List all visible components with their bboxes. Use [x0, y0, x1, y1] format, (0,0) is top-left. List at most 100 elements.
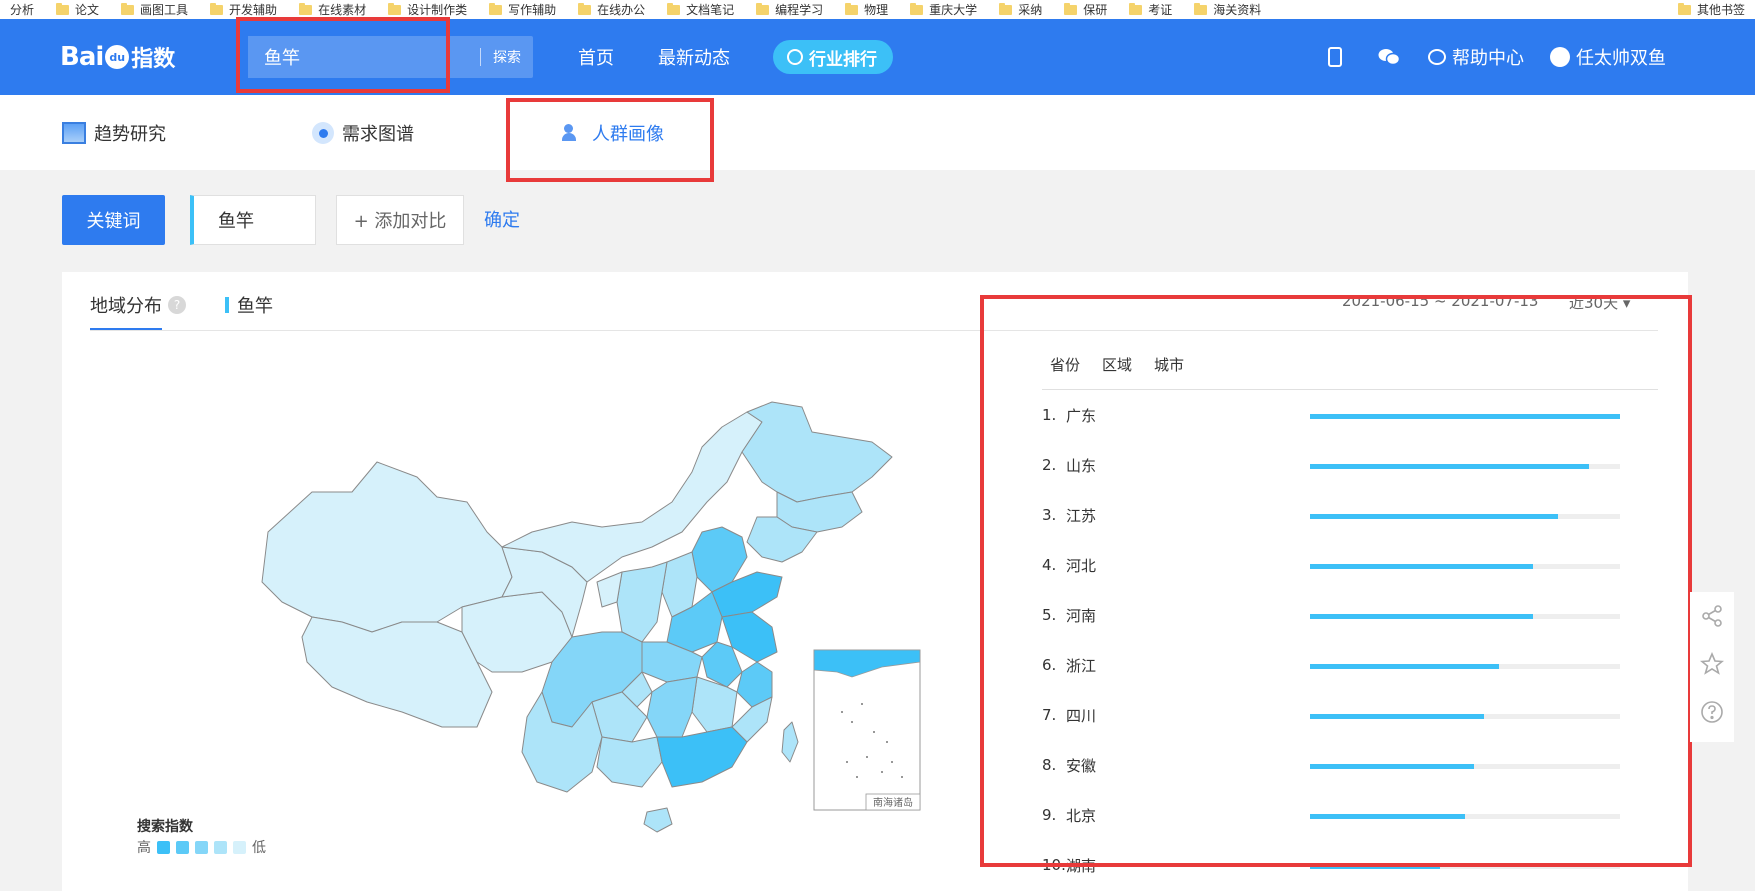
- tab-crowd-portrait[interactable]: 人群画像: [562, 117, 664, 149]
- keyword-label-button[interactable]: 关键词: [62, 195, 165, 245]
- bookmark-item[interactable]: 在线素材: [289, 0, 378, 19]
- ranking-row[interactable]: 1. 广东: [1042, 390, 1642, 440]
- folder-icon: [388, 2, 402, 15]
- ranking-row[interactable]: 2. 山东: [1042, 440, 1642, 490]
- rank-number: 5.: [1042, 606, 1057, 624]
- province-name: 广东: [1066, 406, 1097, 425]
- highlight-crowd-tab: [506, 98, 714, 182]
- search-button[interactable]: 探索: [493, 50, 521, 66]
- rank-bar-track: [1310, 814, 1620, 819]
- ranking-row[interactable]: 8. 安徽: [1042, 740, 1642, 790]
- rank-bar-track: [1310, 714, 1620, 719]
- keyword-chip[interactable]: 鱼竿: [190, 195, 316, 245]
- rank-number: 4.: [1042, 556, 1057, 574]
- tab-trend-label: 趋势研究: [94, 124, 166, 145]
- active-tab-underline: [90, 328, 162, 330]
- rank-bar-fill: [1310, 614, 1534, 619]
- bookmark-item[interactable]: 文档笔记: [657, 0, 746, 19]
- province-name: 安徽: [1066, 756, 1097, 775]
- rank-bar-track: [1310, 464, 1620, 469]
- bookmark-label: 物理: [864, 3, 889, 17]
- highlight-search: [236, 17, 450, 93]
- province-name: 四川: [1066, 706, 1097, 725]
- baidu-index-logo[interactable]: Bai du 指数: [60, 35, 190, 79]
- region-hunan: [646, 676, 698, 738]
- ranking-row[interactable]: 6. 浙江: [1042, 640, 1642, 690]
- rank-bar-fill: [1310, 814, 1465, 819]
- south-sea-inset: [813, 649, 921, 811]
- bookmark-item[interactable]: 开发辅助: [200, 0, 289, 19]
- legend-high-label: 高: [137, 840, 151, 856]
- share-icon[interactable]: [1690, 592, 1734, 640]
- star-icon[interactable]: [1690, 640, 1734, 688]
- legend-swatch-3: [195, 840, 208, 854]
- search-input[interactable]: [248, 36, 480, 78]
- legend-swatch-4: [214, 840, 227, 854]
- bookmark-item[interactable]: 海关资料: [1184, 0, 1273, 19]
- folder-icon: [756, 2, 770, 15]
- region-guangxi: [596, 736, 663, 788]
- help-question-icon[interactable]: ?: [168, 296, 186, 314]
- bookmark-item[interactable]: 物理: [835, 0, 900, 19]
- confirm-button[interactable]: 确定: [484, 210, 520, 231]
- inset-label: 南海诸岛: [873, 796, 913, 809]
- folder-icon: [1064, 2, 1078, 15]
- bookmark-item[interactable]: 在线办公: [568, 0, 657, 19]
- nav-industry-rank[interactable]: 行业排行: [773, 40, 893, 74]
- rank-bar-track: [1310, 764, 1620, 769]
- ranking-row[interactable]: 3. 江苏: [1042, 490, 1642, 540]
- bookmark-item[interactable]: 编程学习: [746, 0, 835, 19]
- bookmark-item[interactable]: 画图工具: [111, 0, 200, 19]
- tab-trend-research[interactable]: 趋势研究: [62, 117, 166, 149]
- tab-city[interactable]: 城市: [1154, 356, 1185, 374]
- province-name: 河北: [1066, 556, 1097, 575]
- legend-low-label: 低: [252, 840, 266, 856]
- bookmark-item[interactable]: 分析: [0, 0, 46, 19]
- keyword-series-tab[interactable]: 鱼竿: [225, 292, 273, 318]
- bookmark-item[interactable]: 保研: [1054, 0, 1119, 19]
- region-guangdong: [656, 726, 748, 788]
- wechat-icon[interactable]: [1378, 38, 1400, 76]
- tab-province[interactable]: 省份: [1050, 356, 1081, 374]
- province-name: 山东: [1066, 456, 1097, 475]
- nav-home[interactable]: 首页: [578, 48, 614, 69]
- nav-news[interactable]: 最新动态: [658, 48, 730, 69]
- legend-swatch-2: [176, 840, 189, 854]
- help-center[interactable]: 帮助中心: [1428, 38, 1524, 76]
- series-color-marker: [225, 297, 229, 313]
- tab-region-distribution[interactable]: 地域分布 ?: [90, 292, 186, 318]
- logo-suffix: 指数: [131, 47, 176, 72]
- ranking-row[interactable]: 5. 河南: [1042, 590, 1642, 640]
- folder-icon: [999, 2, 1013, 15]
- folder-icon: [299, 2, 313, 15]
- bookmark-item[interactable]: 考证: [1119, 0, 1184, 19]
- region-panel: 地域分布 ? 鱼竿 2021-06-15 ~ 2021-07-13 近30天 ▾: [62, 272, 1688, 891]
- region-liaoning: [746, 516, 818, 563]
- ranking-row[interactable]: 4. 河北: [1042, 540, 1642, 590]
- bookmark-item[interactable]: 重庆大学: [900, 0, 989, 19]
- bookmark-item[interactable]: 论文: [46, 0, 111, 19]
- bookmark-item[interactable]: 采纳: [989, 0, 1054, 19]
- other-bookmarks[interactable]: 其他书签: [1677, 0, 1745, 19]
- ranking-row[interactable]: 7. 四川: [1042, 690, 1642, 740]
- rank-number: 9.: [1042, 806, 1057, 824]
- question-icon[interactable]: [1690, 688, 1734, 736]
- tab-demand-graph[interactable]: 需求图谱: [312, 117, 414, 149]
- bookmark-label: 采纳: [1018, 3, 1043, 17]
- bookmark-item[interactable]: 设计制作类: [378, 0, 479, 19]
- china-map[interactable]: 南海诸岛: [202, 332, 962, 887]
- tab-area[interactable]: 区域: [1102, 356, 1133, 374]
- ranking-row[interactable]: 9. 北京: [1042, 790, 1642, 840]
- bookmark-item[interactable]: 写作辅助: [479, 0, 568, 19]
- user-menu[interactable]: 任太帅双鱼: [1550, 38, 1666, 76]
- rank-bar-fill: [1310, 464, 1589, 469]
- folder-icon: [56, 2, 70, 15]
- province-name: 江苏: [1066, 506, 1097, 525]
- mobile-icon[interactable]: [1328, 38, 1344, 76]
- province-name: 北京: [1066, 806, 1097, 825]
- rank-bar-fill: [1310, 764, 1475, 769]
- folder-icon: [578, 2, 592, 15]
- add-compare-button[interactable]: + 添加对比: [336, 195, 464, 245]
- region-ningxia: [596, 571, 623, 608]
- rank-number: 7.: [1042, 706, 1057, 724]
